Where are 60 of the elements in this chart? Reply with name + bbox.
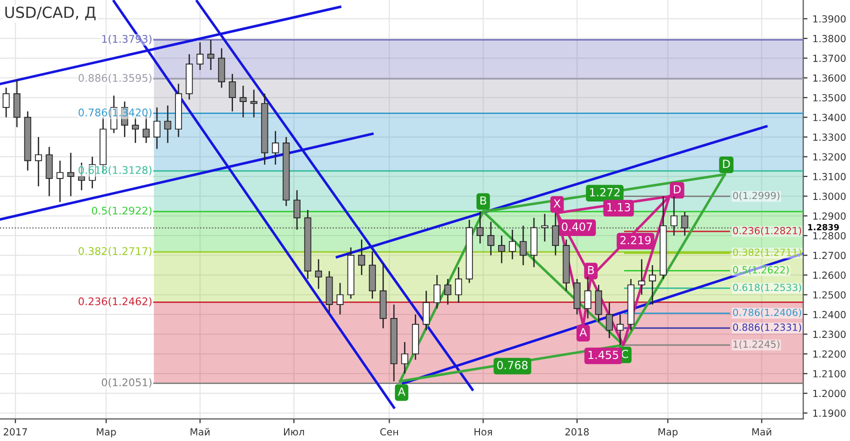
y-tick-label: 1.1900: [813, 410, 846, 417]
series-label: 0.382(1.2711): [733, 248, 802, 258]
x-tick-label: Май: [752, 428, 772, 436]
y-tick-label: 1.3500: [813, 94, 846, 102]
y-tick-label: 1.2700: [813, 252, 846, 260]
annotation: D: [674, 185, 681, 194]
x-tick-label: Мар: [658, 428, 678, 438]
y-tick-label: 1.2000: [813, 390, 846, 398]
annotation: 0.768: [497, 360, 528, 370]
y-tick-label: 1.2300: [813, 330, 846, 338]
x-tick-label: Июл: [284, 428, 304, 436]
y-tick-label: 1.2400: [813, 310, 846, 318]
series-label: 0.886(1.3595): [78, 74, 152, 84]
annotation: B: [588, 266, 594, 274]
y-tick-label: 1.3400: [813, 114, 846, 122]
y-tick-label: 1.3100: [813, 172, 846, 180]
series-label: 0.5(1.2622): [733, 266, 789, 275]
annotation: 1.13: [607, 203, 630, 212]
ref-line-label: 1.2839: [808, 224, 839, 230]
x-tick-label: Ноя: [474, 428, 492, 436]
annotation: A: [579, 328, 587, 336]
x-tick-label: 2017: [4, 428, 27, 436]
y-tick-label: 1.2900: [813, 212, 846, 220]
series-label: 1(1.2245): [734, 340, 780, 349]
y-tick-label: 1.2200: [813, 350, 846, 358]
series-label: 0.786(1.2406): [733, 308, 802, 318]
x-tick-label: Сен: [380, 428, 398, 436]
annotation: 0.407: [562, 222, 592, 231]
y-tick-label: 1.2500: [813, 291, 846, 299]
annotation: 1.455: [588, 350, 618, 360]
series-label: 0(1.2999): [733, 192, 780, 200]
x-tick-label: 2018: [565, 428, 589, 436]
y-tick-label: 1.3000: [813, 192, 846, 200]
y-tick-label: 1.3900: [813, 15, 846, 23]
series-label: 0.382(1.2717): [78, 246, 152, 256]
y-tick-label: 1.2800: [813, 232, 846, 240]
annotation: D: [723, 160, 730, 168]
series-label: 0.786(1.3420): [78, 108, 152, 118]
annotation: B: [480, 196, 486, 205]
series-label: 0(1.2051): [102, 378, 152, 388]
y-tick-label: 1.3200: [813, 153, 846, 161]
y-tick-label: 1.2600: [813, 272, 846, 279]
y-tick-label: 1.3800: [813, 34, 846, 42]
annotation: A: [398, 387, 406, 396]
series-label: 0.236(1.2462): [78, 297, 152, 306]
series-label: 0.236(1.2821): [733, 226, 802, 236]
x-tick-label: Мар: [96, 428, 116, 438]
series-label: 0.618(1.3128): [78, 166, 152, 176]
annotation: 2.219: [620, 236, 651, 244]
y-tick-label: 1.2100: [813, 370, 846, 378]
series-label: 0.5(1.2922): [92, 206, 152, 216]
series-label: 0.886(1.2331): [733, 323, 802, 332]
series-label: 0.618(1.2533): [733, 284, 802, 292]
y-tick-label: 1.3700: [813, 54, 846, 62]
chart-title: USD/CAD, Д: [5, 6, 96, 20]
annotation: X: [554, 199, 560, 208]
x-tick-label: Май: [190, 428, 210, 436]
y-tick-label: 1.3600: [813, 74, 846, 82]
annotation: 1.272: [590, 188, 620, 196]
y-tick-label: 1.3300: [813, 134, 846, 141]
